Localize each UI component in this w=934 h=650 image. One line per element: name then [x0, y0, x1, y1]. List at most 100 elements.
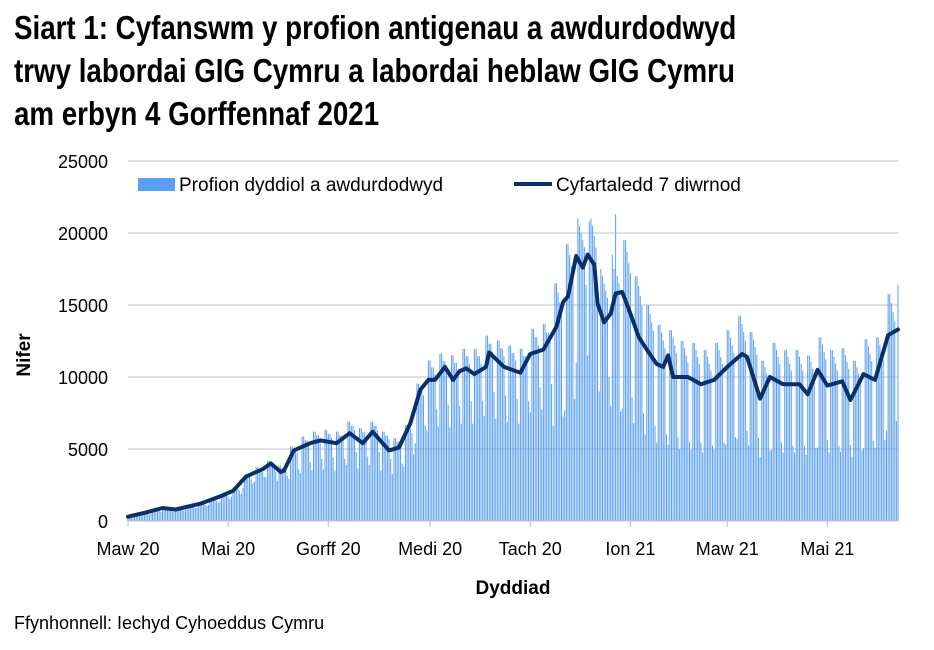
x-axis: Maw 20 Mai 20 Gorff 20 Medi 20 Tach 20 Ion 21… [96, 520, 898, 559]
daily-bar [536, 337, 538, 521]
y-tick-label: 20000 [58, 224, 108, 244]
daily-bar [537, 345, 539, 521]
daily-bar [716, 342, 718, 521]
daily-bar [316, 435, 318, 521]
daily-bar [290, 446, 292, 521]
daily-bar [687, 362, 689, 521]
daily-bar [798, 356, 800, 521]
daily-bar [843, 348, 845, 521]
daily-bar [140, 513, 142, 521]
daily-bar [150, 512, 152, 521]
title-line-1: Siart 1: Cyfanswm y profion antigenau a … [14, 9, 737, 46]
daily-bar [321, 458, 323, 521]
daily-bar [769, 450, 771, 521]
daily-bar [728, 330, 730, 521]
daily-bar [247, 477, 249, 521]
daily-bar [800, 363, 802, 521]
daily-bar [649, 313, 651, 521]
daily-bar [473, 348, 475, 521]
daily-bar [541, 409, 543, 521]
daily-bar [518, 423, 520, 521]
daily-bar [429, 360, 431, 521]
daily-bar [858, 373, 860, 521]
daily-bar [590, 218, 592, 521]
daily-bar [153, 509, 155, 521]
daily-bar [631, 397, 633, 521]
daily-bar [240, 493, 242, 521]
daily-bar [278, 465, 280, 521]
daily-bar [738, 315, 740, 521]
daily-bar [268, 460, 270, 521]
daily-bar [467, 356, 469, 521]
daily-bar [183, 510, 185, 521]
daily-bar [879, 344, 881, 521]
daily-bar [741, 324, 743, 521]
daily-bar [211, 498, 213, 521]
daily-bar [404, 424, 406, 521]
daily-bar [434, 374, 436, 521]
daily-bar [802, 370, 804, 521]
daily-bar [336, 431, 338, 521]
daily-bar [286, 475, 288, 521]
daily-bar [299, 473, 301, 521]
daily-bar [836, 370, 838, 521]
daily-bar [611, 254, 613, 521]
daily-bar [158, 510, 160, 521]
daily-bar [572, 277, 574, 521]
daily-bar [334, 470, 336, 521]
x-tick-label: Medi 20 [398, 539, 462, 559]
daily-bar [258, 469, 260, 521]
daily-bar [237, 489, 239, 521]
daily-bar [391, 474, 393, 521]
daily-bar [193, 506, 195, 521]
daily-bar [748, 445, 750, 521]
daily-bar [605, 290, 607, 521]
daily-bar [468, 363, 470, 521]
daily-bar [178, 508, 180, 521]
daily-bar [759, 456, 761, 521]
daily-bar [148, 514, 150, 521]
title-line-3: am erbyn 4 Gorffennaf 2021 [14, 95, 380, 132]
daily-bar [646, 305, 648, 521]
daily-bar [263, 476, 265, 521]
daily-bar [815, 448, 817, 521]
daily-bar [383, 431, 385, 521]
daily-bar [766, 373, 768, 521]
daily-bar [792, 445, 794, 521]
daily-bar [595, 247, 597, 521]
daily-bar [577, 218, 579, 521]
daily-bar [869, 353, 871, 521]
y-axis-title: Nifer [14, 333, 35, 377]
daily-bar [881, 352, 883, 521]
daily-bar [578, 225, 580, 522]
daily-bar [526, 363, 528, 521]
daily-bar [661, 332, 663, 521]
daily-bar [828, 452, 830, 521]
daily-bar [216, 500, 218, 521]
daily-bar [442, 361, 444, 521]
daily-bar [403, 466, 405, 521]
daily-bar [787, 356, 789, 521]
daily-bar [697, 356, 699, 521]
daily-bar [439, 353, 441, 521]
daily-bar [363, 432, 365, 521]
daily-bar [790, 370, 792, 521]
daily-bar [675, 353, 677, 521]
daily-bar [294, 449, 296, 521]
daily-bar [808, 355, 810, 521]
daily-bar [444, 361, 446, 521]
daily-bar [317, 435, 319, 521]
daily-bar [160, 511, 162, 521]
daily-bar [230, 496, 232, 521]
daily-bar [426, 430, 428, 521]
daily-bar [488, 343, 490, 521]
legend-bars-label: Profion dyddiol a awdurdodwyd [179, 175, 443, 196]
daily-bar [452, 355, 454, 521]
daily-bar [470, 401, 472, 521]
daily-bar [669, 330, 671, 521]
daily-bar [229, 498, 231, 521]
daily-bar [267, 460, 269, 521]
daily-bar [713, 449, 715, 521]
daily-bar [257, 467, 259, 521]
